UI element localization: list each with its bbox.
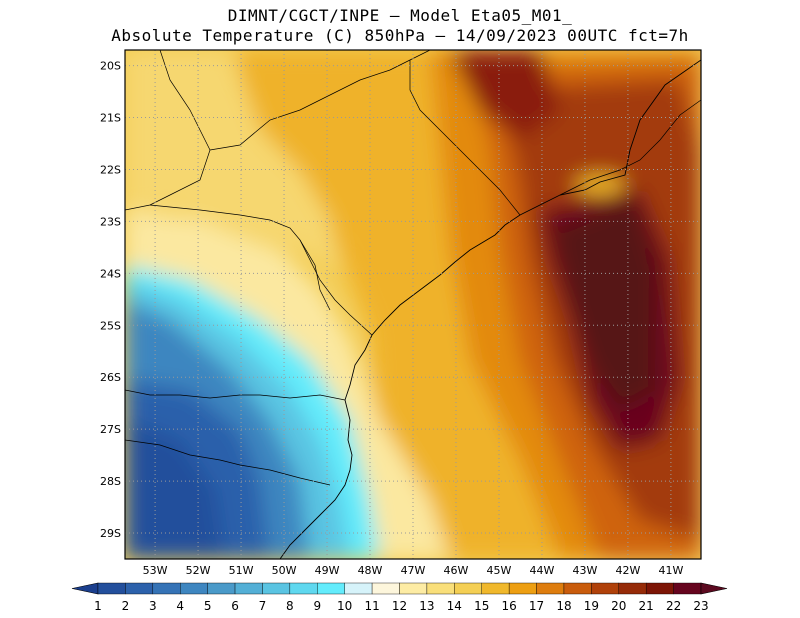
state-borders	[125, 50, 701, 486]
lat-label: 26S	[100, 371, 121, 384]
colorbar-cell	[125, 582, 154, 595]
lon-label: 48W	[358, 564, 383, 577]
colorbar-label: 3	[149, 599, 157, 613]
colorbar-cell	[563, 582, 592, 595]
colorbar-label: 6	[231, 599, 239, 613]
lon-label: 45W	[487, 564, 512, 577]
lat-label: 23S	[100, 215, 121, 228]
colorbar-label: 19	[584, 599, 599, 613]
colorbar-cell	[344, 582, 373, 595]
colorbar-arrow-left	[71, 582, 99, 595]
coastline	[279, 59, 701, 559]
map-title-line-2: Absolute Temperature (C) 850hPa – 14/09/…	[111, 26, 689, 45]
colorbar-cell	[289, 582, 318, 595]
colorbar-label: 20	[611, 599, 626, 613]
colorbar-label: 13	[419, 599, 434, 613]
lon-label: 41W	[658, 564, 683, 577]
lon-label: 50W	[272, 564, 297, 577]
map-title-line-1: DIMNT/CGCT/INPE – Model Eta05_M01_	[227, 6, 573, 25]
lon-label: 43W	[573, 564, 598, 577]
colorbar-label: 11	[364, 599, 379, 613]
colorbar-label: 2	[122, 599, 130, 613]
lon-label: 49W	[315, 564, 340, 577]
lon-label: 51W	[229, 564, 254, 577]
colorbar-cells	[71, 582, 728, 595]
lat-label: 24S	[100, 267, 121, 280]
colorbar-label: 21	[639, 599, 654, 613]
colorbar-cell	[371, 582, 400, 595]
colorbar-label: 22	[666, 599, 681, 613]
colorbar-label: 10	[337, 599, 352, 613]
colorbar-cell	[262, 582, 291, 595]
colorbar-cell	[180, 582, 208, 595]
colorbar-cell	[591, 582, 619, 595]
colorbar-cell	[317, 582, 345, 595]
lon-label: 44W	[530, 564, 555, 577]
colorbar-cell	[673, 582, 702, 595]
colorbar-label: 12	[392, 599, 407, 613]
colorbar-cell	[536, 582, 565, 595]
colorbar-cell	[97, 582, 126, 595]
colorbar-labels: 1 2 3 4 5 6 7 8 9 10 11 12 13 14 15 16 17 18 19 20 21 22 23	[94, 599, 708, 613]
colorbar-label: 15	[474, 599, 489, 613]
colorbar-label: 4	[176, 599, 184, 613]
colorbar-label: 5	[204, 599, 212, 613]
colorbar-label: 17	[529, 599, 544, 613]
lat-lon-grid	[125, 50, 701, 559]
colorbar-label: 14	[447, 599, 462, 613]
colorbar-label: 7	[259, 599, 267, 613]
colorbar-label: 16	[501, 599, 516, 613]
colorbar-cell	[207, 582, 236, 595]
lon-label: 46W	[444, 564, 469, 577]
colorbar-cell	[481, 582, 510, 595]
lon-label: 52W	[186, 564, 211, 577]
colorbar-cell	[645, 582, 674, 595]
colorbar-cell	[399, 582, 428, 595]
lat-label: 25S	[100, 319, 121, 332]
colorbar-cell	[234, 582, 263, 595]
lat-label: 21S	[100, 112, 121, 125]
colorbar-cell	[618, 582, 647, 595]
colorbar-label: 1	[94, 599, 102, 613]
colorbar-cell	[152, 582, 181, 595]
colorbar-label: 23	[693, 599, 708, 613]
lon-label: 53W	[143, 564, 168, 577]
plot-frame	[124, 49, 702, 560]
colorbar-label: 18	[556, 599, 571, 613]
colorbar-label: 8	[286, 599, 294, 613]
lat-label: 20S	[100, 60, 121, 73]
lat-label: 27S	[100, 423, 121, 436]
lat-label: 28S	[100, 475, 121, 488]
colorbar-cell	[508, 582, 537, 595]
lat-label: 22S	[100, 163, 121, 176]
colorbar-cell	[426, 582, 455, 595]
colorbar-arrow-right	[700, 582, 728, 595]
lon-label: 47W	[401, 564, 426, 577]
latitude-labels: 20S 21S 22S 23S 24S 25S 26S 27S 28S 29S	[100, 60, 121, 540]
longitude-labels: 53W 52W 51W 50W 49W 48W 47W 46W 45W 44W 43W 42W 41W	[143, 564, 684, 577]
lon-label: 42W	[615, 564, 640, 577]
colorbar-cell	[454, 582, 482, 595]
lat-label: 29S	[100, 527, 121, 540]
colorbar-label: 9	[313, 599, 321, 613]
